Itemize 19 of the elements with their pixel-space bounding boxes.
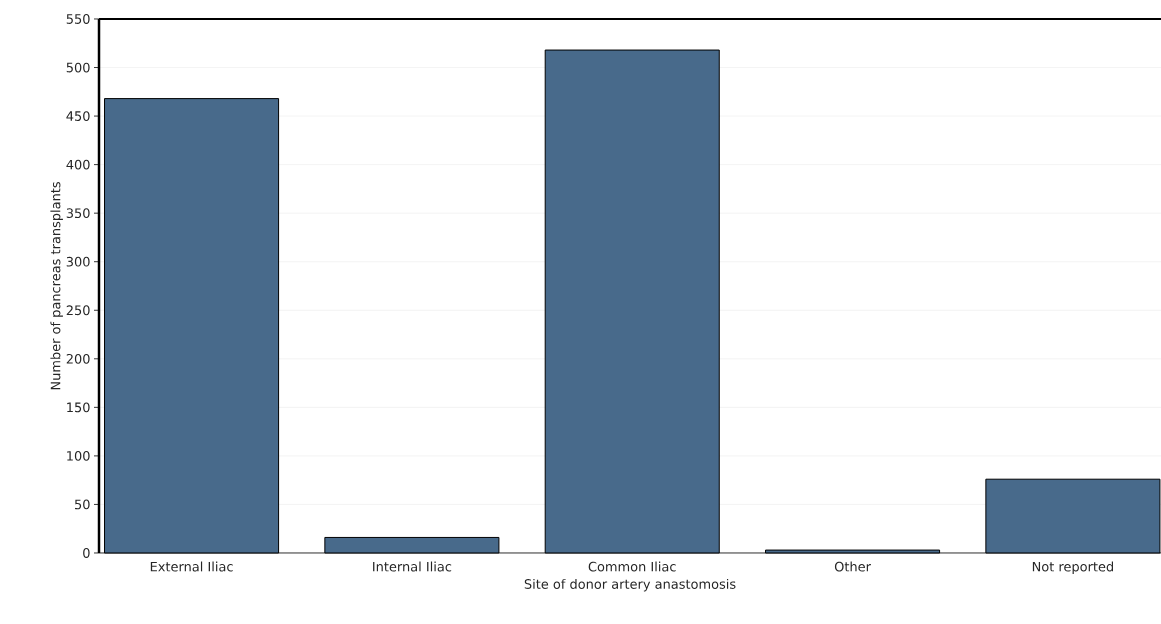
y-tick-label: 50 [75,499,90,510]
x-tick-label: Other [834,561,871,572]
y-tick-label: 250 [66,305,90,316]
y-tick-label: 300 [66,256,90,267]
y-tick-label: 500 [66,62,90,73]
y-tick-label: 100 [67,451,90,461]
y-tick-label: 200 [66,353,90,364]
x-axis-title: Site of donor artery anastomosis [524,578,736,592]
y-tick-label: 350 [66,208,90,219]
y-tick-label: 450 [66,111,90,121]
y-tick-label: 0 [83,548,90,558]
y-axis-title: Number of pancreas transplants [50,182,63,390]
y-tick-label: 150 [67,402,90,413]
x-tick-label: Internal Iliac [373,561,452,572]
x-tick-label: External Iliac [150,561,233,572]
y-tick-label: 550 [66,14,90,24]
x-tick-label: Common Iliac [588,561,676,572]
y-tick-label: 400 [66,159,90,170]
x-tick-label: Not reported [1032,561,1113,575]
